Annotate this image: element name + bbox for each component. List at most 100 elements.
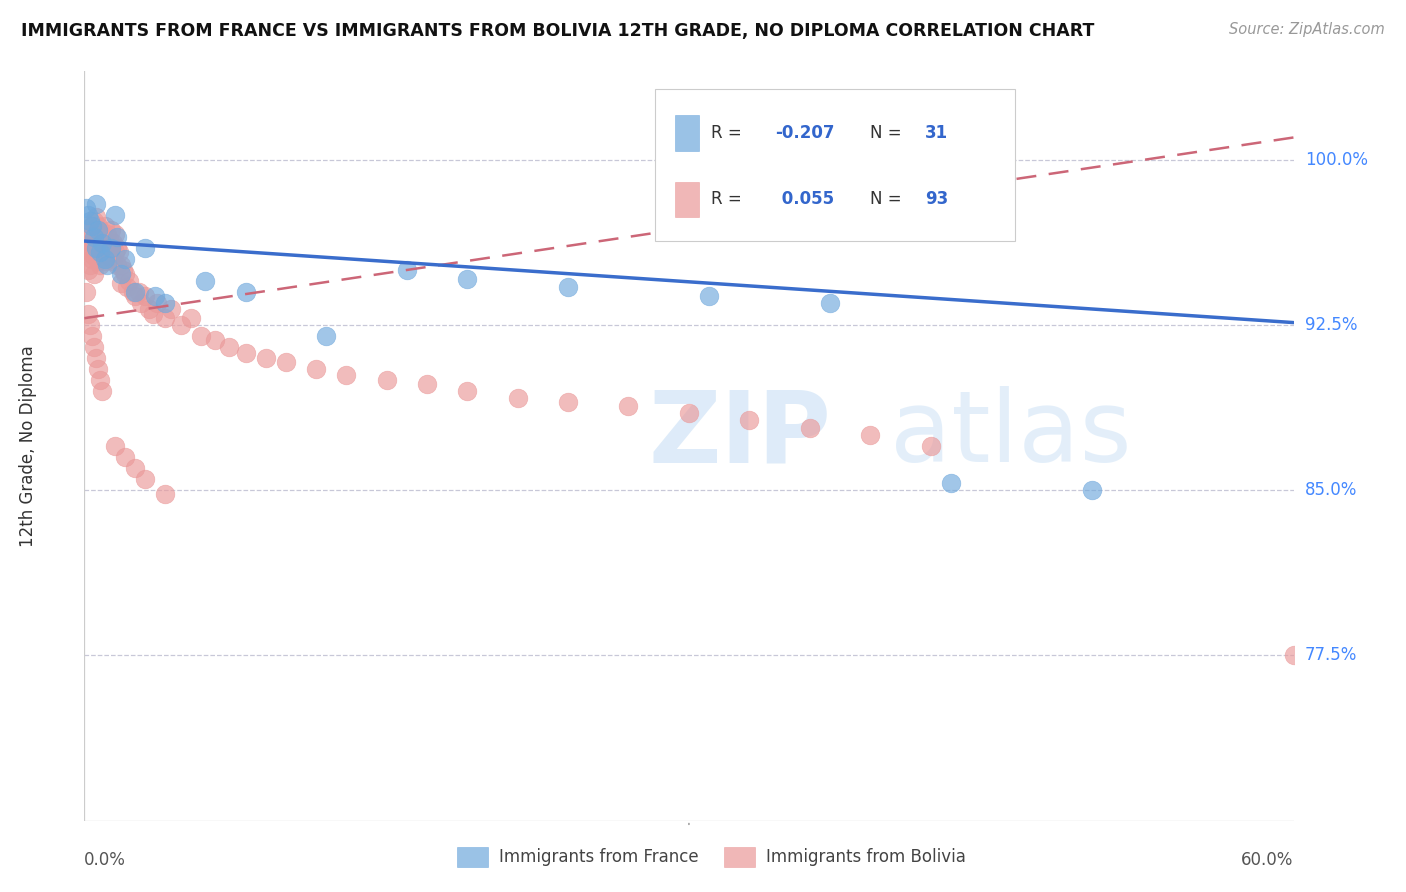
Point <box>79 318 101 332</box>
Point <box>86 241 108 255</box>
Point <box>506 391 529 405</box>
Point <box>111 262 134 277</box>
Point <box>194 274 217 288</box>
Point <box>315 328 337 343</box>
Point <box>153 311 176 326</box>
Point <box>77 307 100 321</box>
Point <box>416 377 439 392</box>
Text: -0.207: -0.207 <box>776 124 835 142</box>
Point <box>128 285 150 299</box>
Point <box>79 241 101 255</box>
FancyBboxPatch shape <box>724 847 755 867</box>
Text: 12th Grade, No Diploma: 12th Grade, No Diploma <box>18 345 37 547</box>
Point <box>87 253 110 268</box>
Point <box>190 328 212 343</box>
Text: 77.5%: 77.5% <box>1305 647 1357 665</box>
Point <box>79 258 101 272</box>
Point <box>920 439 942 453</box>
Text: 60.0%: 60.0% <box>1241 851 1294 869</box>
Point <box>82 328 104 343</box>
Point <box>1081 483 1104 497</box>
Point <box>105 241 128 255</box>
FancyBboxPatch shape <box>655 89 1015 241</box>
Point <box>124 289 146 303</box>
Point <box>335 368 357 383</box>
Point <box>274 355 297 369</box>
Point <box>87 362 110 376</box>
Point <box>75 241 97 255</box>
Point <box>118 274 141 288</box>
Point <box>124 285 146 299</box>
Point <box>91 245 114 260</box>
Point <box>218 340 240 354</box>
Point <box>254 351 277 365</box>
Point <box>93 252 115 266</box>
Point <box>1282 648 1305 663</box>
Point <box>170 318 193 332</box>
Point <box>86 210 108 224</box>
Point <box>93 236 115 251</box>
Text: Source: ZipAtlas.com: Source: ZipAtlas.com <box>1229 22 1385 37</box>
Point <box>939 476 962 491</box>
Text: N =: N = <box>870 124 907 142</box>
Point <box>96 245 118 260</box>
Point <box>105 229 128 244</box>
Point <box>160 302 183 317</box>
Point <box>104 227 127 242</box>
Point <box>89 241 111 255</box>
Point <box>77 229 100 244</box>
Point <box>375 373 398 387</box>
Point <box>93 253 115 268</box>
Point <box>110 276 132 290</box>
Point <box>124 461 146 475</box>
Point <box>75 285 97 299</box>
Point <box>79 214 101 228</box>
Point <box>96 258 118 272</box>
Text: R =: R = <box>711 124 747 142</box>
Point <box>86 351 108 365</box>
Point <box>153 295 176 310</box>
Point <box>104 439 127 453</box>
FancyBboxPatch shape <box>675 182 699 217</box>
Point <box>115 280 138 294</box>
Point <box>83 340 105 354</box>
Point <box>101 253 124 268</box>
Point <box>204 333 226 347</box>
Point <box>101 236 124 251</box>
Point <box>83 267 105 281</box>
Point <box>93 219 115 233</box>
Point <box>89 258 111 272</box>
Point <box>456 271 478 285</box>
FancyBboxPatch shape <box>457 847 488 867</box>
Point <box>180 311 202 326</box>
Point <box>83 250 105 264</box>
Point <box>142 307 165 321</box>
Text: 31: 31 <box>925 124 948 142</box>
Point <box>114 450 136 464</box>
Point <box>395 262 418 277</box>
Text: 0.0%: 0.0% <box>84 851 127 869</box>
Point <box>91 236 114 251</box>
Point <box>138 302 160 317</box>
FancyBboxPatch shape <box>675 115 699 151</box>
Point <box>86 196 108 211</box>
Point <box>678 406 700 420</box>
Point <box>82 219 104 233</box>
Text: 93: 93 <box>925 190 948 208</box>
Point <box>859 428 882 442</box>
Point <box>697 289 720 303</box>
Point <box>87 223 110 237</box>
Point <box>97 232 120 246</box>
Point <box>100 241 122 255</box>
Point <box>82 252 104 266</box>
Point <box>235 346 257 360</box>
Point <box>305 362 328 376</box>
Point <box>617 400 640 414</box>
Point <box>110 267 132 281</box>
Point <box>77 245 100 260</box>
Point <box>143 289 166 303</box>
Point <box>82 219 104 233</box>
Point <box>86 227 108 242</box>
Point <box>86 245 108 260</box>
Point <box>87 236 110 251</box>
